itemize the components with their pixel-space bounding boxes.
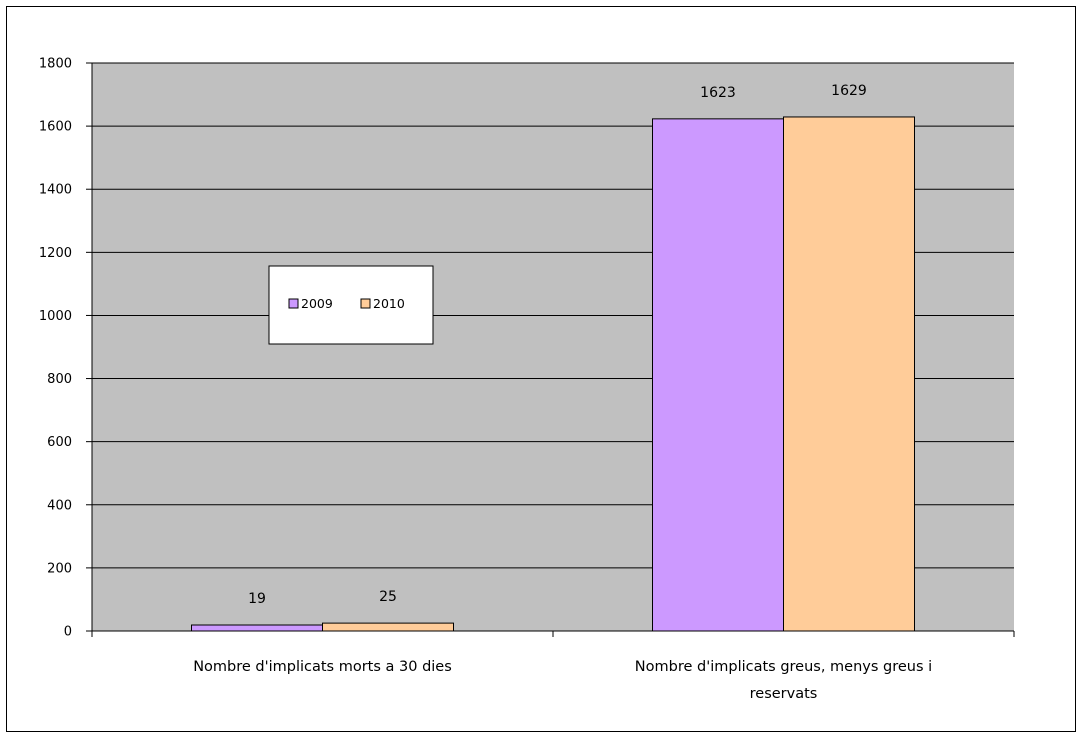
- legend-label-2010: 2010: [373, 296, 405, 311]
- bar-2009-1: [191, 624, 323, 632]
- y-tick-label: 0: [64, 625, 72, 640]
- y-tick-label: 600: [47, 435, 72, 450]
- y-tick-label: 1000: [39, 309, 72, 324]
- y-tick-label: 400: [47, 498, 72, 513]
- category-label: Nombre d'implicats morts a 30 dies: [193, 659, 452, 675]
- data-label: 1629: [831, 83, 867, 99]
- category-label: Nombre d'implicats greus, menys greus i: [635, 659, 932, 675]
- legend-swatch-2010: [360, 298, 371, 309]
- category-label: reservats: [750, 686, 818, 702]
- y-tick-label: 800: [47, 372, 72, 387]
- data-label: 1623: [700, 85, 736, 101]
- y-tick-label: 1200: [39, 246, 72, 261]
- legend-label-2009: 2009: [301, 296, 333, 311]
- bar-2009-2: [652, 118, 784, 632]
- legend-swatch-2009: [288, 298, 299, 309]
- data-label: 25: [379, 589, 397, 605]
- y-tick-label: 1800: [39, 57, 72, 72]
- y-tick-label: 1600: [39, 120, 72, 135]
- bar-2010-2: [783, 116, 915, 632]
- data-label: 19: [248, 591, 266, 607]
- y-tick-label: 200: [47, 561, 72, 576]
- y-tick-label: 1400: [39, 183, 72, 198]
- bar-2010-1: [322, 622, 454, 632]
- legend: 2009 2010: [268, 265, 434, 345]
